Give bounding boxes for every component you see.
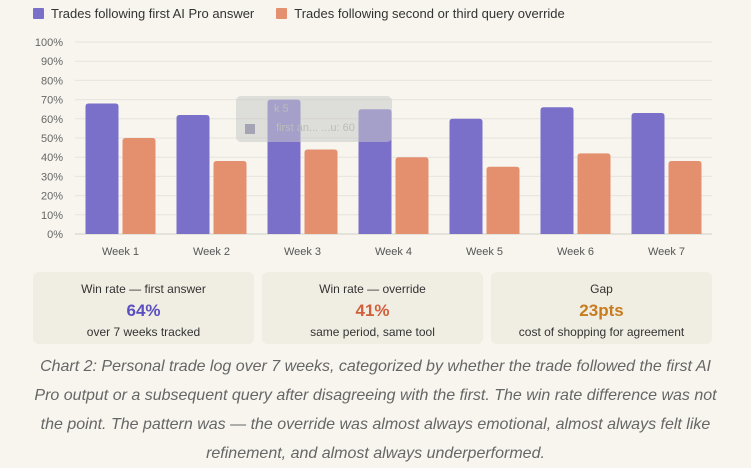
legend-label-override: Trades following second or third query o…	[294, 6, 565, 21]
legend-label-first: Trades following first AI Pro answer	[51, 6, 255, 21]
stat-card-gap: Gap 23pts cost of shopping for agreement	[491, 272, 712, 344]
y-tick-label: 30%	[41, 171, 63, 183]
x-tick-label: Week 6	[557, 246, 594, 258]
bar-first-answer	[540, 107, 574, 234]
stat-card-override: Win rate — override 41% same period, sam…	[262, 272, 483, 344]
x-tick-label: Week 3	[284, 246, 321, 258]
bar-override	[122, 138, 156, 234]
stat-card-sub: cost of shopping for agreement	[518, 325, 685, 339]
y-tick-label: 50%	[41, 133, 63, 145]
bar-override	[486, 166, 520, 234]
bar-override	[395, 157, 429, 234]
tooltip-text: first an... ...u: 60	[276, 122, 355, 134]
y-tick-label: 100%	[35, 37, 63, 49]
stat-card-label: Win rate — override	[319, 282, 426, 296]
legend-swatch-override	[276, 8, 288, 19]
bar-override	[304, 149, 338, 234]
stat-card-first: Win rate — first answer 64% over 7 weeks…	[33, 272, 254, 344]
chart-legend: Trades following first AI Pro answer Tra…	[33, 6, 565, 21]
bar-first-answer	[176, 114, 210, 234]
x-tick-label: Week 2	[193, 246, 230, 258]
bar-chart: 0% 10% 20% 30% 40% 50% 60% 70% 80% 90% 100% Week 1 W…	[35, 37, 712, 258]
y-tick-label: 80%	[41, 75, 63, 87]
bar-override	[577, 153, 611, 234]
bar-first-answer	[631, 113, 665, 234]
legend-item-first[interactable]: Trades following first AI Pro answer	[33, 6, 254, 21]
y-tick-label: 40%	[41, 152, 63, 164]
y-tick-label: 10%	[41, 210, 63, 222]
y-tick-label: 0%	[47, 229, 63, 241]
stat-card-sub: same period, same tool	[310, 325, 435, 339]
stat-card-label: Win rate — first answer	[81, 282, 206, 296]
stat-card-label: Gap	[590, 282, 613, 296]
x-tick-label: Week 4	[375, 246, 412, 258]
bar-override	[668, 161, 702, 234]
x-tick-label: Week 5	[466, 246, 503, 258]
y-tick-label: 60%	[41, 114, 63, 126]
x-tick-label: Week 1	[102, 246, 139, 258]
chart-tooltip: k 5 first an... ...u: 60	[236, 96, 392, 142]
legend-swatch-first	[33, 8, 44, 19]
x-tick-label: Week 7	[648, 246, 685, 258]
chart-caption: Chart 2: Personal trade log over 7 weeks…	[34, 358, 717, 462]
bar-first-answer	[85, 103, 119, 234]
y-tick-label: 20%	[41, 191, 63, 203]
stat-card-sub: over 7 weeks tracked	[86, 325, 201, 339]
stat-card-value: 23pts	[579, 301, 624, 320]
y-tick-label: 70%	[41, 95, 63, 107]
bar-override	[213, 161, 247, 234]
bar-first-answer	[449, 118, 483, 234]
y-tick-label: 90%	[41, 56, 63, 68]
tooltip-title: k 5	[274, 103, 289, 115]
tooltip-swatch	[245, 124, 255, 134]
stat-card-value: 64%	[126, 301, 161, 320]
stat-card-value: 41%	[355, 301, 390, 320]
legend-item-override[interactable]: Trades following second or third query o…	[276, 6, 565, 21]
stat-cards: Win rate — first answer 64% over 7 weeks…	[33, 272, 712, 344]
